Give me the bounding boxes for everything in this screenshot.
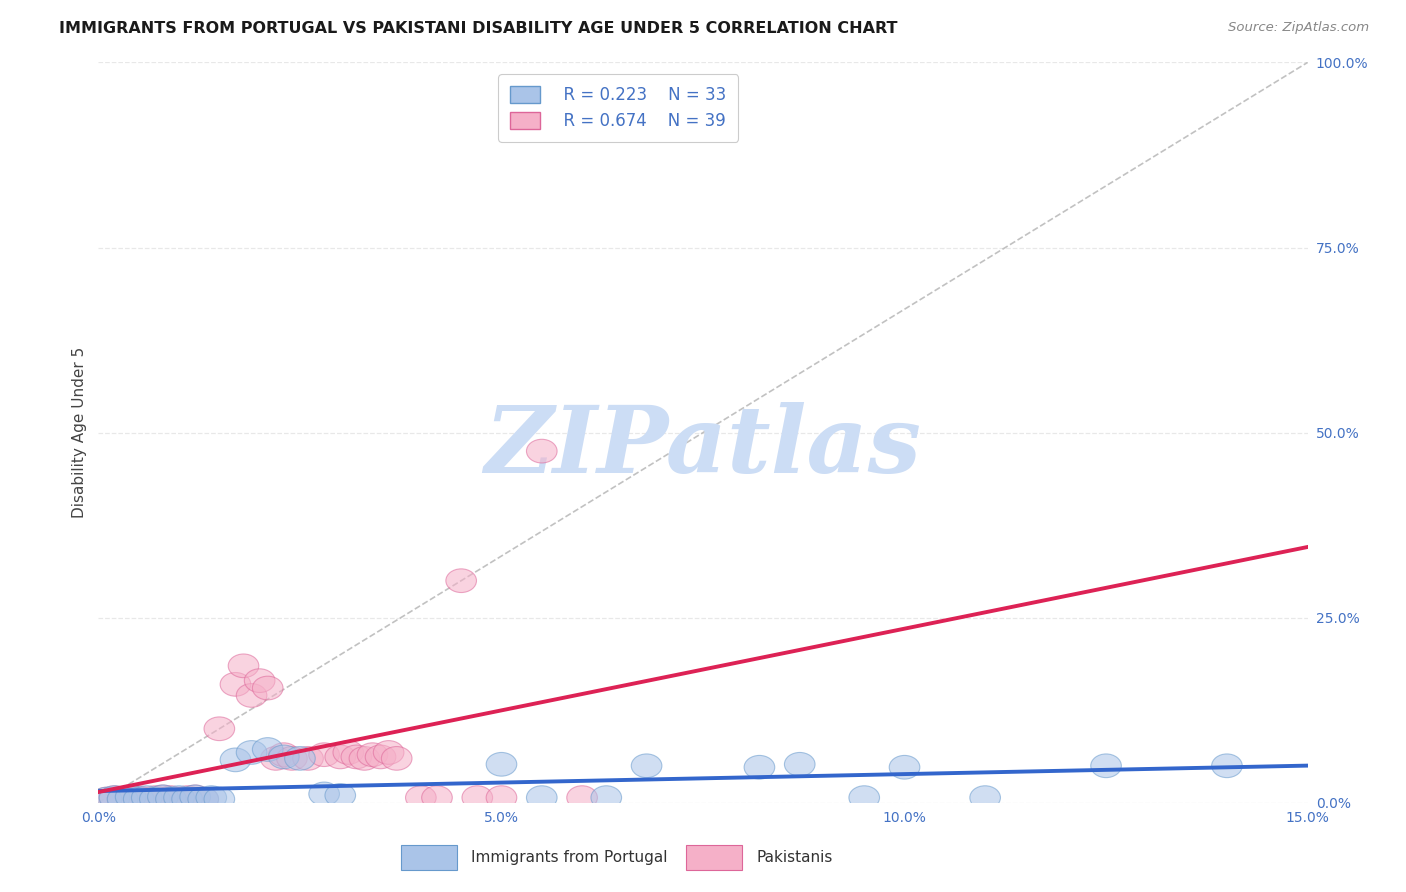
Text: IMMIGRANTS FROM PORTUGAL VS PAKISTANI DISABILITY AGE UNDER 5 CORRELATION CHART: IMMIGRANTS FROM PORTUGAL VS PAKISTANI DI… xyxy=(59,21,897,37)
FancyBboxPatch shape xyxy=(401,846,457,871)
Text: Pakistanis: Pakistanis xyxy=(756,850,832,865)
Text: ZIPatlas: ZIPatlas xyxy=(485,402,921,492)
Text: Source: ZipAtlas.com: Source: ZipAtlas.com xyxy=(1229,21,1369,35)
Legend:   R = 0.223    N = 33,   R = 0.674    N = 39: R = 0.223 N = 33, R = 0.674 N = 39 xyxy=(498,74,738,142)
Y-axis label: Disability Age Under 5: Disability Age Under 5 xyxy=(72,347,87,518)
Text: Immigrants from Portugal: Immigrants from Portugal xyxy=(471,850,668,865)
FancyBboxPatch shape xyxy=(686,846,742,871)
